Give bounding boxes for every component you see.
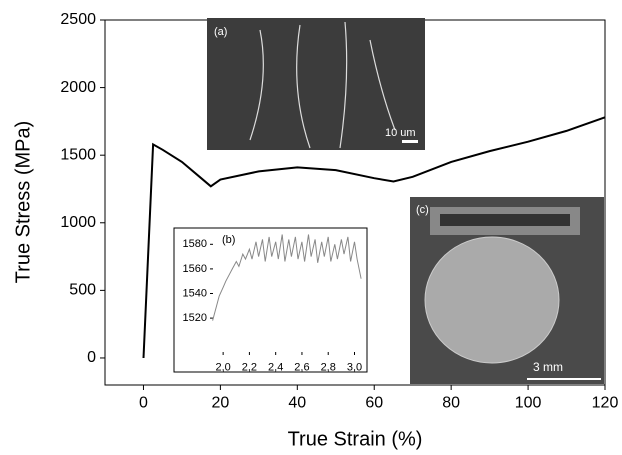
scale-label: 3 mm: [533, 360, 563, 374]
x-tick-label: 0: [139, 395, 148, 412]
sample-edge: [440, 214, 570, 226]
y-tick-label: 500: [69, 282, 96, 299]
inset-title: (b): [222, 234, 235, 246]
image-cracks: [249, 21, 396, 149]
x-tick-label: 100: [515, 395, 542, 412]
y-tick-label: 1520: [183, 312, 207, 324]
y-tick-label: 1560: [183, 263, 207, 275]
x-tick-label: 2,2: [242, 362, 257, 374]
y-axis-label: True Stress (MPa): [12, 121, 34, 284]
x-tick-label: 2,8: [321, 362, 336, 374]
x-tick-label: 120: [592, 395, 619, 412]
scale-bar: [402, 140, 418, 143]
data-line: [142, 116, 606, 359]
inset-label: (c): [416, 204, 429, 216]
y-tick-label: 2000: [60, 79, 96, 96]
x-tick-label: 60: [365, 395, 383, 412]
x-tick-label: 20: [211, 395, 229, 412]
x-tick-label: 3,0: [347, 362, 362, 374]
inset-a-image: [207, 18, 425, 150]
x-tick-label: 80: [442, 395, 460, 412]
inset-b-frame: [173, 227, 368, 373]
y-tick-label: 2500: [60, 11, 96, 28]
scale-bar: [527, 378, 601, 380]
x-tick-label: 2,6: [294, 362, 309, 374]
y-tick-label: 1000: [60, 214, 96, 231]
sample-disc: [424, 236, 560, 364]
y-tick-label: 0: [87, 349, 96, 366]
x-tick-label: 2,0: [215, 362, 230, 374]
y-tick-label: 1580: [183, 238, 207, 250]
y-tick-label: 1540: [183, 287, 207, 299]
x-tick-label: 40: [288, 395, 306, 412]
x-axis-label: True Strain (%): [288, 428, 423, 450]
y-tick-label: 1500: [60, 146, 96, 163]
data-line: [212, 234, 362, 321]
scale-label: 10 um: [385, 127, 416, 139]
inset-label: (a): [214, 26, 227, 38]
x-tick-label: 2,4: [268, 362, 283, 374]
